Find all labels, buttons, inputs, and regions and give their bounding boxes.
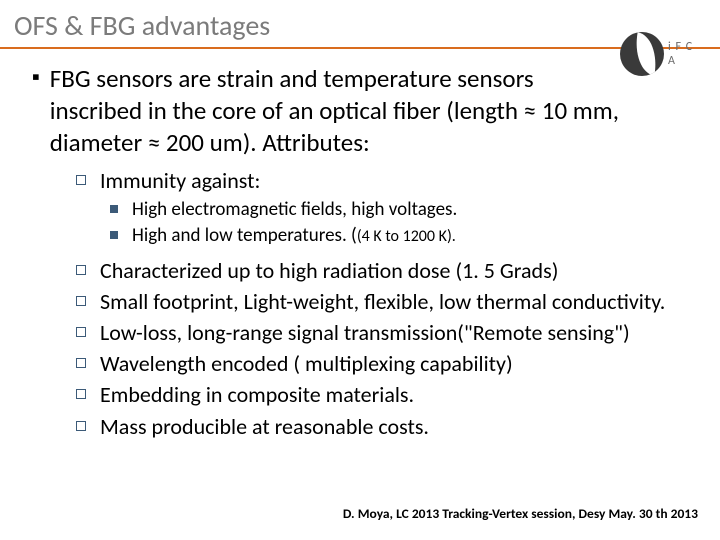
hollow-square-icon [76,265,86,275]
logo-leaf-icon [631,32,662,76]
subsub-2b: (4 K to 1200 K). [357,227,456,246]
sub-text: Wavelength encoded ( multiplexing capabi… [100,350,513,378]
sub-text: Small footprint, Light-weight, flexible,… [100,288,665,316]
solid-square-icon [110,205,118,213]
list-item: Mass producible at reasonable costs. [76,413,688,441]
list-item: High and low temperatures. ((4 K to 1200… [110,224,688,248]
subsub-text: High and low temperatures. ((4 K to 1200… [132,224,456,248]
hollow-square-icon [76,327,86,337]
hollow-square-icon [76,389,86,399]
sub-text: Characterized up to high radiation dose … [100,257,558,285]
hollow-square-icon [76,358,86,368]
list-item: Low-loss, long-range signal transmission… [76,319,688,347]
list-item: High electromagnetic fields, high voltag… [110,198,688,222]
list-item: Characterized up to high radiation dose … [76,257,688,285]
hollow-square-icon [76,296,86,306]
solid-square-icon [110,231,118,239]
main-bullet-text: FBG sensors are strain and temperature s… [50,63,688,159]
list-item: Embedding in composite materials. [76,381,688,409]
square-bullet-icon: ▪ [32,63,40,159]
logo: i F C A [620,28,702,80]
slide-title: OFS & FBG advantages [14,8,706,43]
list-item: Immunity against: [76,167,688,195]
list-item: Small footprint, Light-weight, flexible,… [76,288,688,316]
footer-citation: D. Moya, LC 2013 Tracking-Vertex session… [343,505,698,522]
sub-text: Low-loss, long-range signal transmission… [100,319,630,347]
hollow-square-icon [76,421,86,431]
sub-text: Mass producible at reasonable costs. [100,413,429,441]
subsub-list: High electromagnetic fields, high voltag… [110,198,688,249]
main-bullet: ▪ FBG sensors are strain and temperature… [32,63,688,159]
logo-circle-icon [620,32,664,76]
hollow-square-icon [76,175,86,185]
title-bar: OFS & FBG advantages [0,0,720,49]
sub-text: Embedding in composite materials. [100,381,414,409]
logo-text: i F C A [668,40,702,68]
content-area: ▪ FBG sensors are strain and temperature… [0,49,720,441]
sub-text: Immunity against: [100,167,260,195]
subsub-text: High electromagnetic fields, high voltag… [132,198,457,222]
subsub-2a: High and low temperatures. ( [132,224,357,247]
sub-list-rest: Characterized up to high radiation dose … [76,257,688,441]
sub-list: Immunity against: [76,167,688,195]
list-item: Wavelength encoded ( multiplexing capabi… [76,350,688,378]
